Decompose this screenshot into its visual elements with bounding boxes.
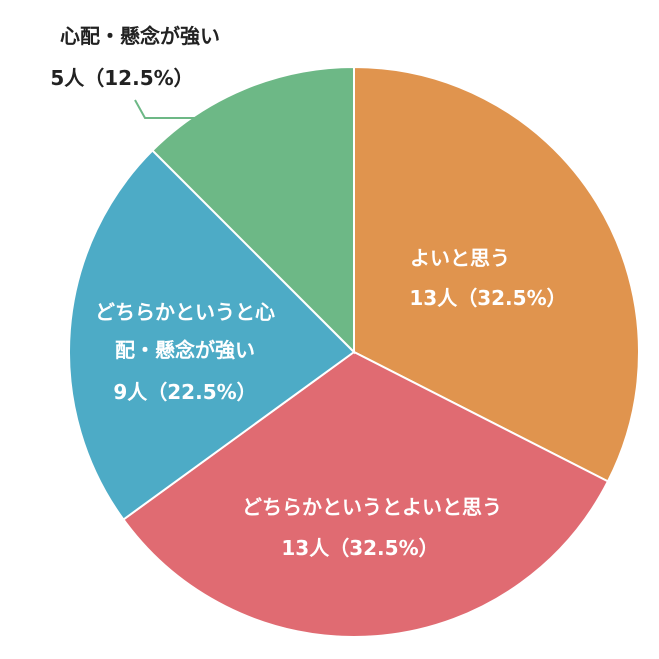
category-label: どちらかというと心配・懸念が強い bbox=[95, 300, 275, 362]
value-label: 5人（12.5%） bbox=[50, 66, 194, 90]
pie-slice bbox=[151, 65, 355, 355]
leader-line bbox=[134, 99, 195, 119]
category-label: よいと思う bbox=[410, 246, 510, 270]
pie-slice bbox=[122, 350, 610, 638]
value-label: 9人（22.5%） bbox=[113, 380, 257, 404]
value-label: 13人（32.5%） bbox=[281, 536, 439, 560]
pie-slice bbox=[68, 149, 356, 521]
value-label: 13人（32.5%） bbox=[409, 286, 567, 310]
category-label: どちらかというとよいと思う bbox=[242, 495, 502, 519]
pie-slice bbox=[353, 65, 640, 483]
category-label: 心配・懸念が強い bbox=[60, 24, 220, 48]
